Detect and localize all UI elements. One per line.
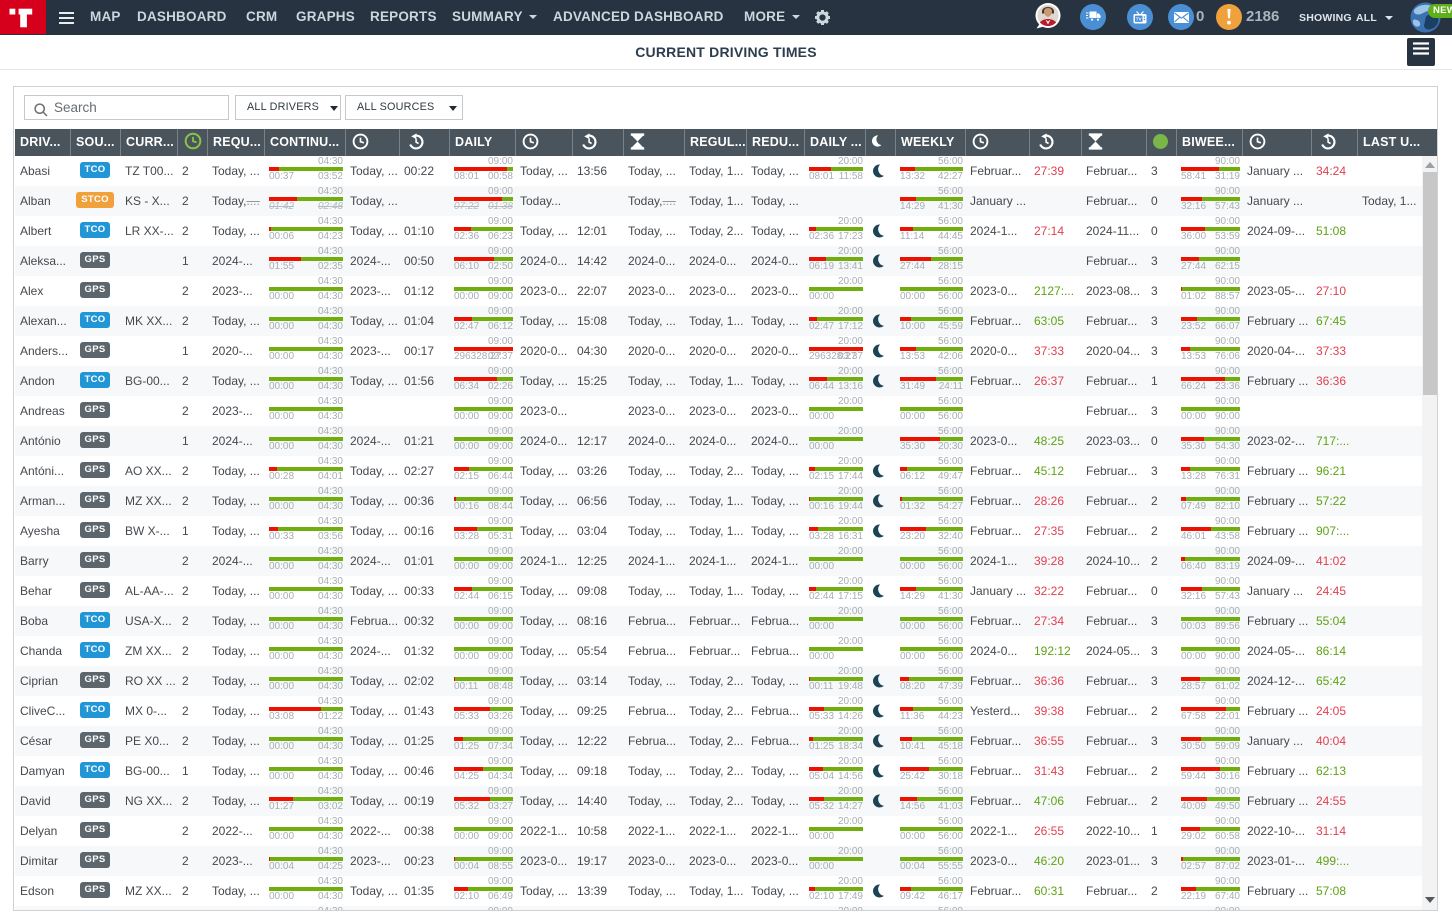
svg-text:TV: TV [1136, 16, 1143, 21]
